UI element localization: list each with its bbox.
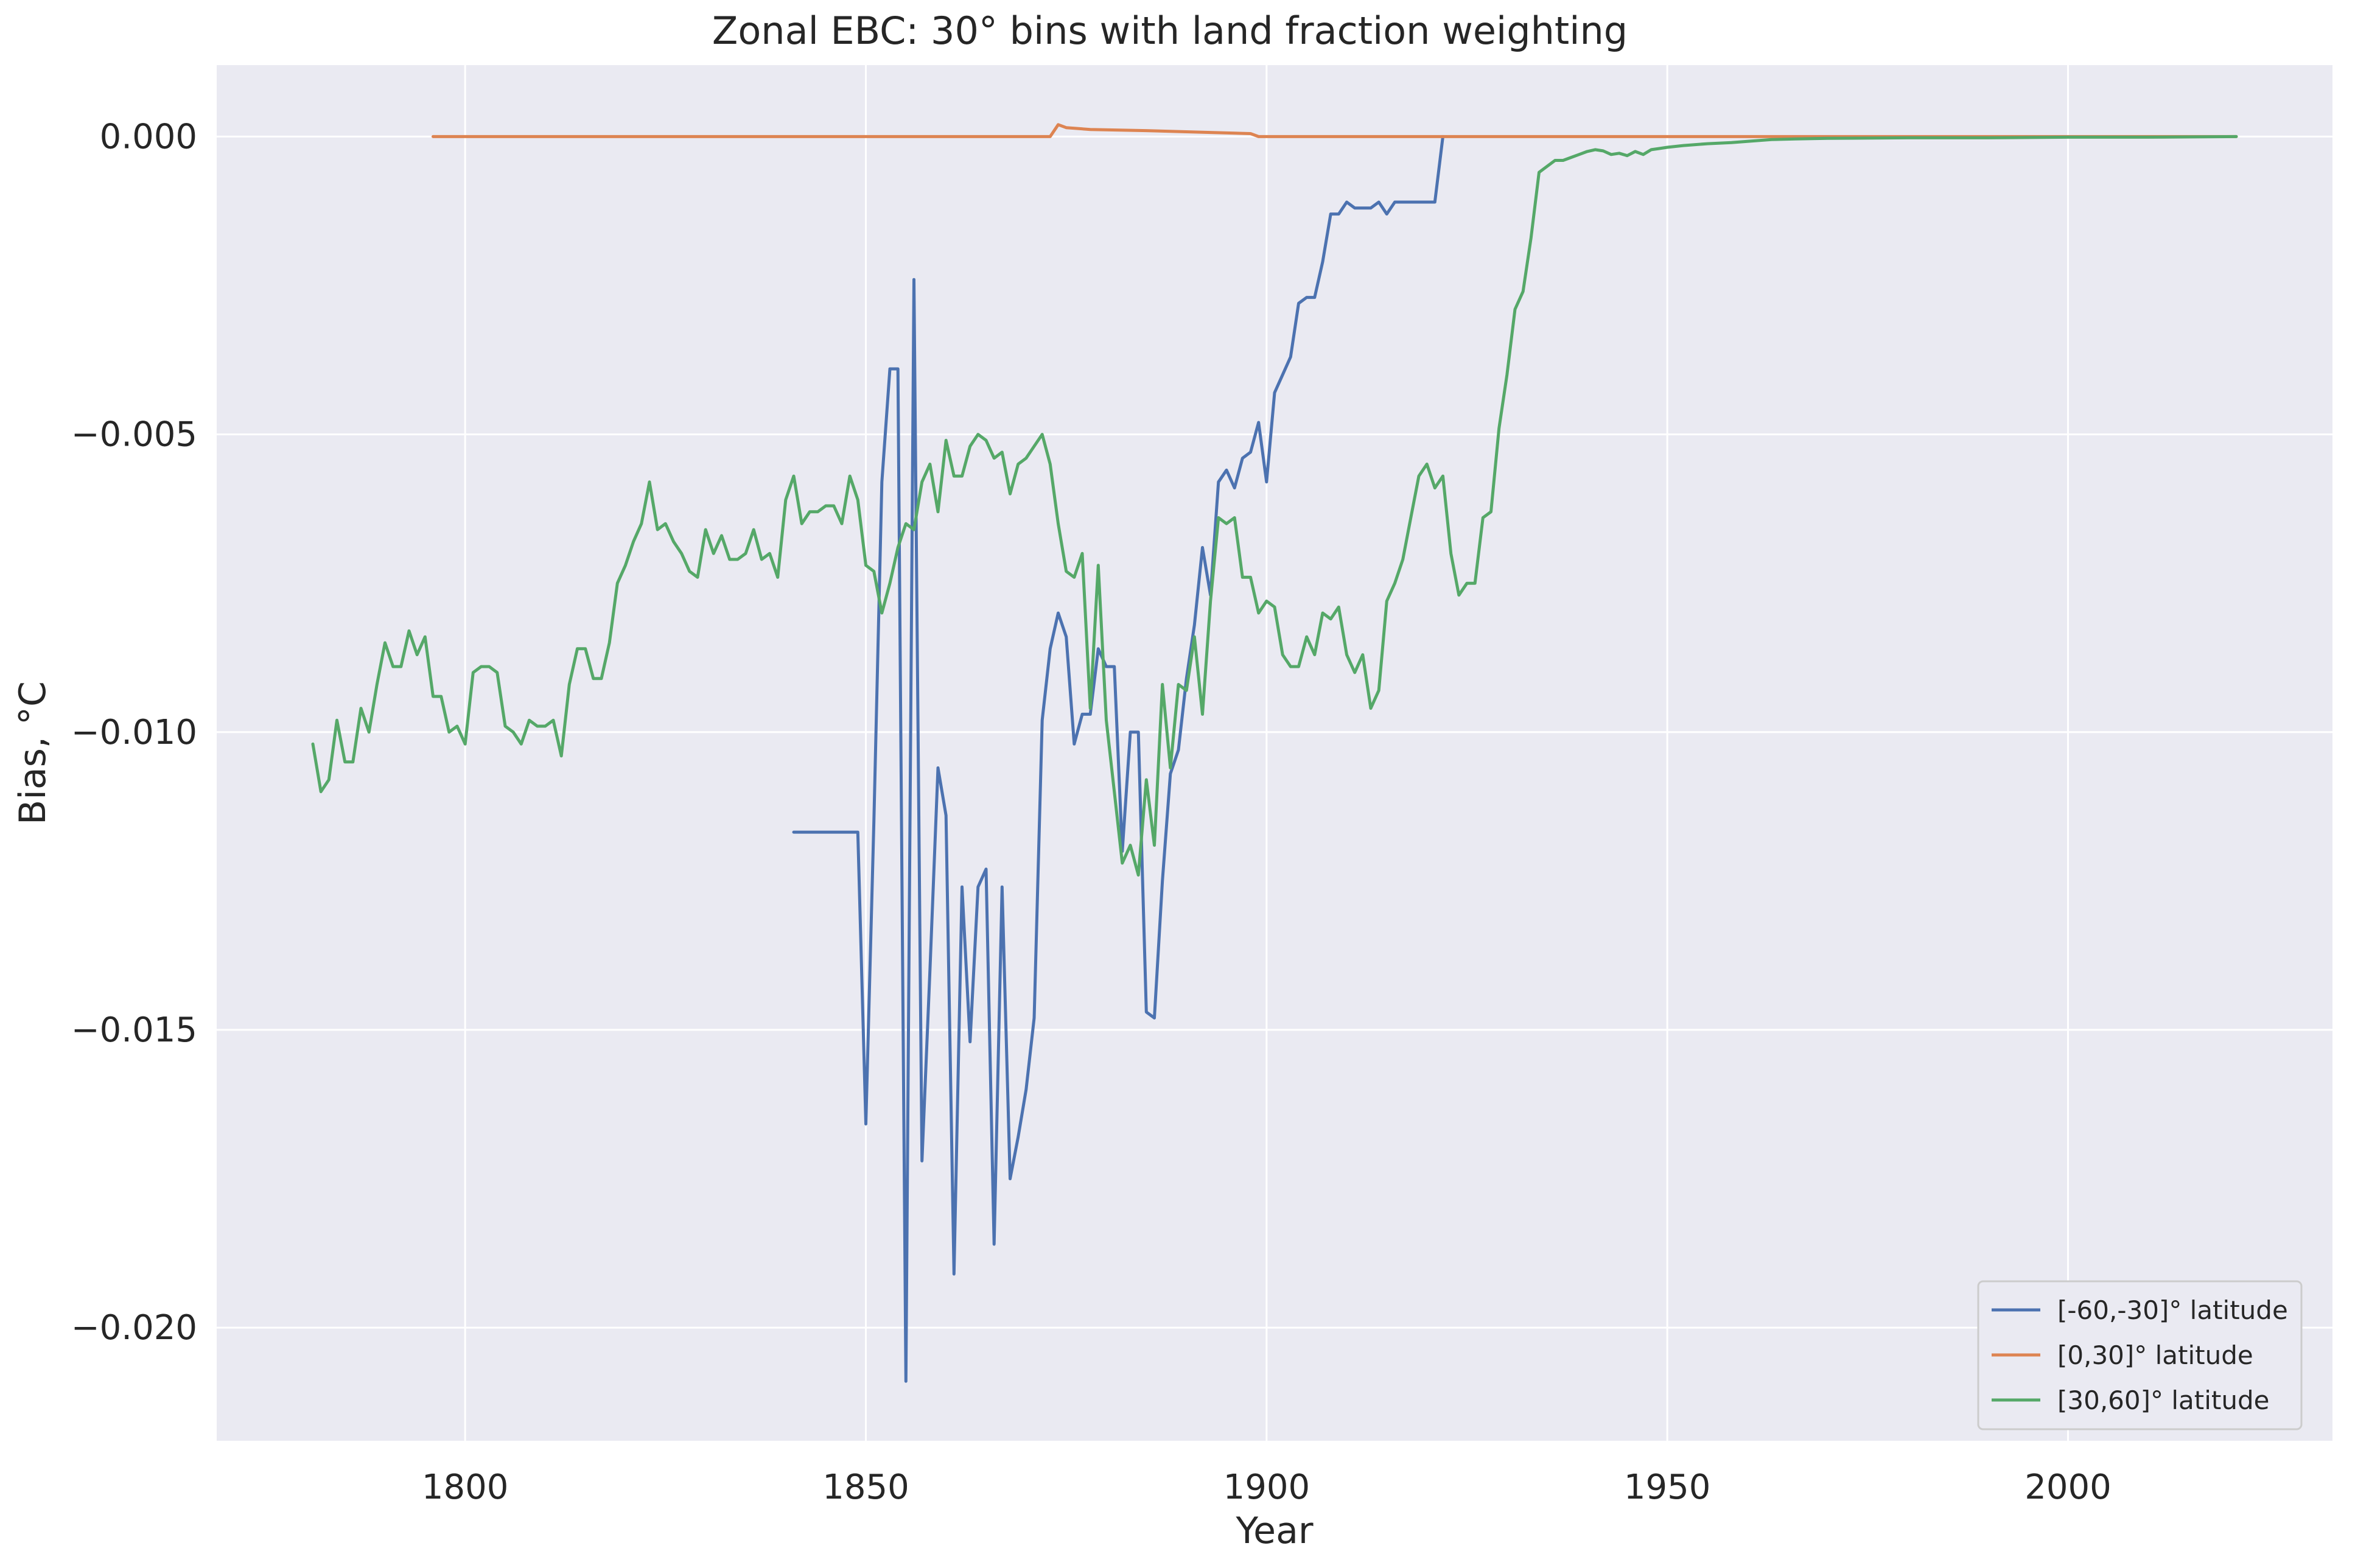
legend-label: [30,60]° latitude bbox=[2057, 1385, 2270, 1415]
legend-label: [0,30]° latitude bbox=[2057, 1340, 2253, 1370]
x-tick-label: 1850 bbox=[822, 1468, 909, 1507]
y-tick-label: −0.010 bbox=[71, 713, 197, 752]
plot-area bbox=[217, 65, 2332, 1441]
series-layer bbox=[311, 123, 2238, 1383]
y-tick-label: −0.005 bbox=[71, 415, 197, 455]
chart-title: Zonal EBC: 30° bins with land fraction w… bbox=[712, 9, 1628, 53]
series-line-2 bbox=[432, 123, 2238, 138]
x-tick-label: 1950 bbox=[1624, 1468, 1711, 1507]
x-tick-label: 2000 bbox=[2024, 1468, 2112, 1507]
y-tick-label: 0.000 bbox=[100, 117, 197, 156]
series-line-3 bbox=[311, 135, 2238, 877]
x-axis-label: Year bbox=[1235, 1510, 1313, 1552]
x-tick-label: 1900 bbox=[1223, 1468, 1310, 1507]
legend: [-60,-30]° latitude [0,30]° latitude [30,6… bbox=[1977, 1280, 2303, 1430]
legend-label: [-60,-30]° latitude bbox=[2057, 1295, 2288, 1325]
y-tick-label: −0.020 bbox=[71, 1308, 197, 1348]
y-tick-label: −0.015 bbox=[71, 1010, 197, 1050]
tick-labels: 1800 1850 1900 1950 2000 0.000 −0.005 −0.010 −0.… bbox=[71, 117, 2112, 1507]
legend-box bbox=[1977, 1280, 2303, 1430]
series-line-1 bbox=[792, 135, 1444, 1383]
x-tick-label: 1800 bbox=[422, 1468, 509, 1507]
y-axis-label: Bias, °C bbox=[12, 681, 54, 825]
